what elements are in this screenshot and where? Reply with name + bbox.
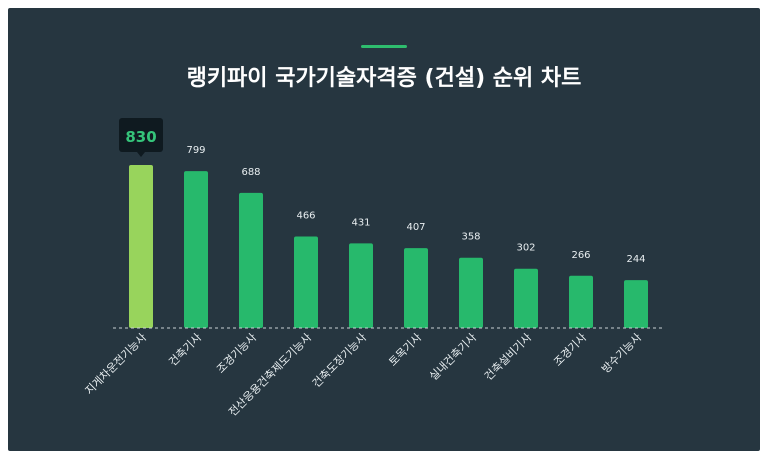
data-label: 466 (296, 210, 315, 221)
data-label: 688 (241, 167, 260, 178)
category-label: 건축기사 (166, 331, 204, 369)
category-label: 실내건축기사 (427, 331, 479, 383)
data-label: 358 (461, 232, 480, 243)
bar (514, 268, 538, 328)
category-label: 조경기능사 (214, 331, 259, 376)
data-label: 407 (406, 222, 425, 233)
tooltip-pointer (137, 152, 145, 157)
bar (459, 257, 483, 328)
category-label: 방수기능사 (599, 331, 644, 376)
bar (184, 171, 208, 328)
data-label: 830 (125, 128, 156, 146)
category-label: 지게차운전기능사 (83, 331, 149, 397)
category-label: 건축설비기사 (482, 331, 534, 383)
category-label: 토목기사 (386, 331, 424, 369)
title-accent-bar (361, 45, 407, 48)
bar (239, 192, 263, 328)
data-label: 431 (351, 217, 370, 228)
bar (129, 165, 153, 328)
data-label: 266 (571, 250, 590, 261)
category-label: 건축도장기능사 (310, 331, 369, 390)
bar (624, 280, 648, 328)
chart-title: 랭키파이 국가기술자격증 (건설) 순위 차트 (186, 66, 582, 91)
data-label: 799 (186, 145, 205, 156)
bar (294, 236, 318, 328)
bar (349, 243, 373, 328)
category-label: 조경기사 (551, 331, 589, 369)
data-label: 244 (626, 254, 645, 265)
data-label: 302 (516, 243, 535, 254)
value-tooltip (119, 118, 163, 152)
bar (404, 248, 428, 328)
bar (569, 275, 593, 328)
